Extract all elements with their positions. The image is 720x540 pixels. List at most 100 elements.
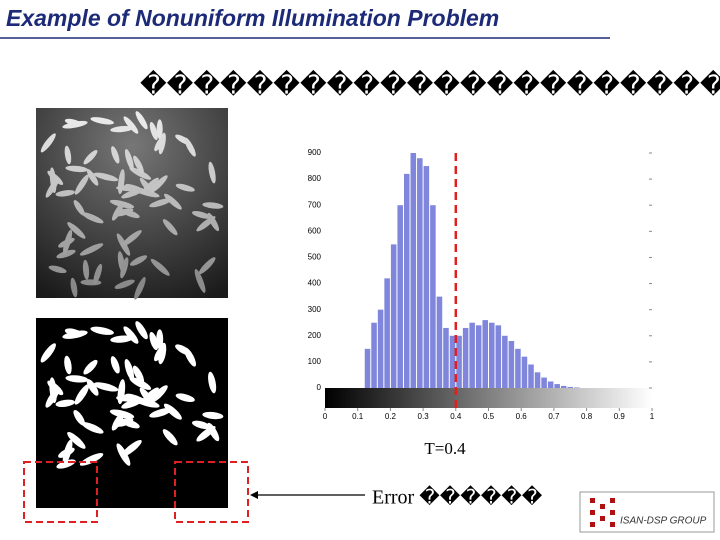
grain — [73, 200, 85, 216]
bar — [403, 173, 410, 388]
grain — [55, 399, 75, 408]
grain — [110, 356, 120, 374]
grain — [110, 335, 133, 343]
bar — [456, 335, 462, 388]
grain — [73, 409, 86, 426]
grain — [207, 212, 220, 232]
grain — [156, 119, 163, 140]
error-label: Error ������ — [372, 485, 543, 509]
y-tick-label: 100 — [308, 357, 322, 366]
error-box — [23, 461, 98, 523]
bar — [534, 372, 541, 388]
grain — [149, 175, 168, 193]
grain — [162, 219, 178, 236]
bar — [390, 244, 397, 388]
grain — [93, 263, 103, 285]
bar — [384, 278, 390, 388]
grain — [120, 257, 129, 279]
bar — [430, 205, 436, 388]
grain — [111, 146, 120, 164]
grain — [93, 382, 119, 392]
grain — [149, 121, 158, 141]
x-tick-label: 1 — [650, 412, 655, 421]
bar — [482, 320, 488, 388]
grain — [111, 202, 124, 221]
bar — [410, 153, 417, 388]
grain — [90, 117, 114, 125]
x-tick-label: 0.3 — [418, 412, 430, 421]
grain — [81, 422, 104, 434]
bar — [364, 348, 371, 388]
y-tick-label: 900 — [308, 148, 322, 157]
grain — [133, 155, 144, 174]
bar — [515, 348, 521, 388]
bar — [554, 384, 560, 388]
grain — [115, 417, 134, 427]
threshold-caption: T=0.4 — [424, 439, 466, 458]
grain — [86, 169, 99, 186]
intensity-bar — [325, 388, 652, 408]
grain — [164, 193, 182, 210]
grain — [64, 118, 83, 127]
bar — [541, 377, 547, 388]
grain — [121, 188, 144, 199]
slide-title: Example of Nonuniform Illumination Probl… — [6, 5, 499, 31]
y-tick-label: 400 — [308, 279, 322, 288]
grain — [90, 326, 114, 335]
arrow-head — [250, 491, 258, 499]
grain — [198, 257, 216, 275]
grain — [110, 125, 133, 133]
y-tick-label: 500 — [308, 253, 322, 262]
bar — [528, 364, 534, 388]
grain — [135, 111, 148, 130]
grain — [67, 432, 86, 449]
subtitle: ������������������������� — [140, 70, 720, 101]
bar — [574, 387, 580, 388]
bar — [417, 158, 423, 388]
grain — [56, 249, 76, 259]
bar — [397, 205, 403, 388]
grain — [74, 384, 90, 405]
grain — [123, 326, 139, 344]
grain — [202, 202, 224, 209]
grain — [208, 161, 216, 184]
grain — [129, 255, 148, 266]
logo: ISAN-DSP GROUP — [579, 491, 715, 533]
grain — [134, 276, 146, 300]
grain — [150, 258, 170, 276]
grain — [49, 167, 57, 194]
bar — [475, 325, 482, 388]
grain — [123, 116, 139, 134]
x-tick-label: 0.4 — [450, 412, 462, 421]
grain — [154, 344, 166, 362]
binary-image — [36, 318, 228, 508]
grain — [175, 183, 195, 192]
bar — [371, 322, 377, 388]
grain — [64, 328, 83, 337]
bar — [560, 385, 567, 388]
bar — [377, 309, 384, 388]
grain — [192, 211, 211, 219]
bar — [462, 327, 469, 388]
bar — [567, 386, 574, 388]
y-tick-label: 600 — [308, 226, 322, 235]
grain — [162, 429, 178, 446]
grain — [149, 385, 168, 404]
grain — [124, 149, 134, 171]
grain — [175, 393, 195, 402]
grain — [129, 377, 152, 390]
grain — [117, 379, 126, 405]
grain — [40, 133, 56, 153]
grayscale-image — [36, 108, 228, 300]
grain — [192, 420, 211, 430]
bar — [443, 327, 449, 388]
grain — [48, 265, 67, 274]
grain — [115, 208, 134, 217]
grain — [49, 377, 57, 404]
grain — [86, 379, 99, 396]
grain — [163, 403, 182, 420]
y-tick-label: 200 — [308, 331, 322, 340]
grain — [74, 174, 89, 195]
grain — [83, 149, 98, 165]
